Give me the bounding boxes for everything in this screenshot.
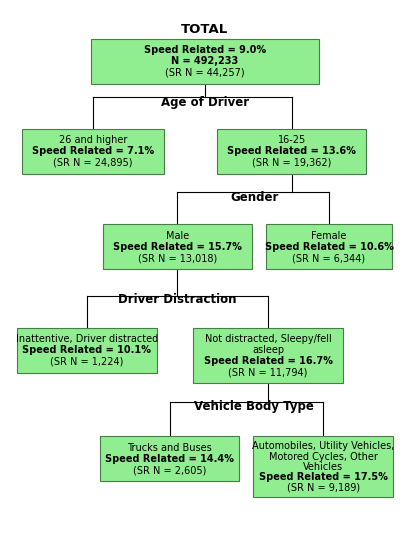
Text: asleep: asleep	[251, 345, 283, 355]
Text: Speed Related = 17.5%: Speed Related = 17.5%	[258, 472, 387, 482]
Text: Female: Female	[310, 231, 346, 241]
Text: Speed Related = 14.4%: Speed Related = 14.4%	[105, 454, 234, 464]
FancyBboxPatch shape	[17, 328, 156, 373]
Text: Automobiles, Utility Vehicles,: Automobiles, Utility Vehicles,	[251, 442, 393, 452]
Text: Not distracted, Sleepy/fell: Not distracted, Sleepy/fell	[204, 334, 330, 344]
Text: Speed Related = 13.6%: Speed Related = 13.6%	[227, 146, 355, 156]
Text: Trucks and Buses: Trucks and Buses	[127, 443, 211, 453]
Text: (SR N = 2,605): (SR N = 2,605)	[133, 465, 206, 475]
Text: Inattentive, Driver distracted: Inattentive, Driver distracted	[16, 334, 157, 344]
FancyBboxPatch shape	[216, 129, 366, 174]
Text: 26 and higher: 26 and higher	[58, 135, 127, 145]
Text: (SR N = 1,224): (SR N = 1,224)	[50, 357, 123, 367]
Text: Speed Related = 16.7%: Speed Related = 16.7%	[203, 356, 332, 366]
Text: (SR N = 19,362): (SR N = 19,362)	[251, 158, 330, 168]
Text: (SR N = 13,018): (SR N = 13,018)	[137, 253, 216, 263]
Text: (SR N = 6,344): (SR N = 6,344)	[292, 253, 365, 263]
Text: (SR N = 24,895): (SR N = 24,895)	[53, 158, 132, 168]
Text: Speed Related = 7.1%: Speed Related = 7.1%	[31, 146, 153, 156]
Text: Motored Cycles, Other: Motored Cycles, Other	[268, 452, 377, 461]
Text: (SR N = 44,257): (SR N = 44,257)	[165, 68, 244, 78]
Text: Vehicles: Vehicles	[302, 462, 342, 472]
FancyBboxPatch shape	[253, 436, 392, 497]
Text: 16-25: 16-25	[277, 135, 305, 145]
Text: Speed Related = 10.6%: Speed Related = 10.6%	[264, 242, 393, 252]
Text: N = 492,233: N = 492,233	[171, 56, 238, 66]
Text: Male: Male	[165, 231, 189, 241]
Text: Driver Distraction: Driver Distraction	[118, 293, 236, 306]
Text: Speed Related = 9.0%: Speed Related = 9.0%	[144, 45, 265, 55]
FancyBboxPatch shape	[102, 224, 252, 269]
FancyBboxPatch shape	[22, 129, 163, 174]
Text: (SR N = 11,794): (SR N = 11,794)	[228, 367, 307, 377]
Text: TOTAL: TOTAL	[181, 23, 228, 36]
Text: Speed Related = 15.7%: Speed Related = 15.7%	[113, 242, 241, 252]
Text: Age of Driver: Age of Driver	[161, 95, 248, 109]
FancyBboxPatch shape	[99, 436, 239, 481]
FancyBboxPatch shape	[91, 39, 318, 84]
Text: Vehicle Body Type: Vehicle Body Type	[194, 400, 313, 413]
FancyBboxPatch shape	[265, 224, 391, 269]
FancyBboxPatch shape	[193, 328, 342, 383]
Text: Gender: Gender	[229, 191, 278, 204]
Text: Speed Related = 10.1%: Speed Related = 10.1%	[22, 345, 151, 355]
Text: (SR N = 9,189): (SR N = 9,189)	[286, 482, 359, 492]
